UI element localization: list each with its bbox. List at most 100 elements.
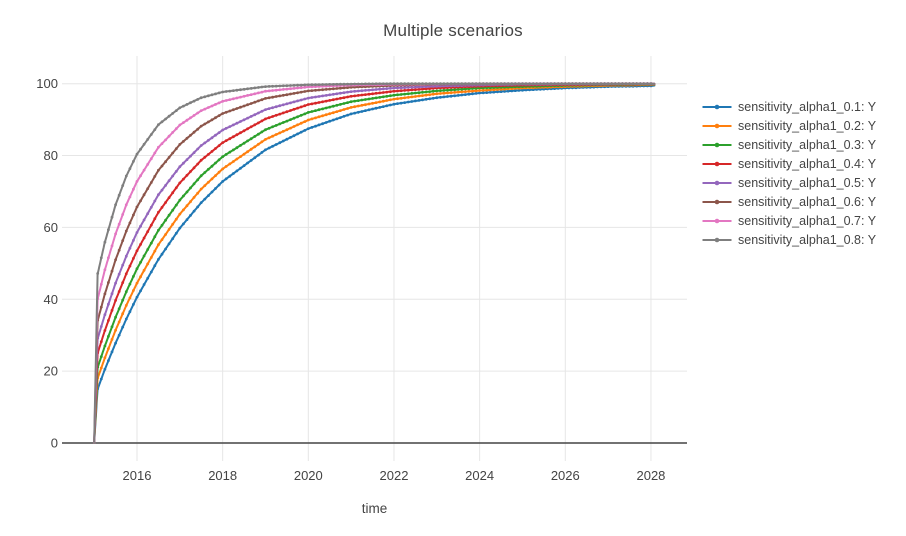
series-marker — [221, 180, 225, 183]
series-marker — [353, 89, 357, 93]
series-marker — [182, 222, 185, 226]
series-line-7[interactable] — [93, 82, 656, 444]
series-marker — [488, 90, 492, 94]
series-line-4[interactable] — [93, 83, 656, 444]
series-line-5[interactable] — [93, 82, 656, 444]
series-marker — [431, 89, 435, 93]
series-marker — [371, 92, 374, 96]
series-marker — [196, 205, 200, 209]
series-marker — [328, 87, 332, 91]
series-marker — [135, 180, 139, 183]
series-marker — [403, 82, 407, 86]
legend-item-5[interactable]: sensitivity_alpha1_0.5: Y — [702, 174, 876, 193]
series-marker — [299, 83, 303, 87]
legend-item-4[interactable]: sensitivity_alpha1_0.4: Y — [702, 155, 876, 174]
series-marker — [235, 169, 239, 173]
series-marker — [214, 147, 217, 150]
series-marker — [328, 83, 332, 86]
series-marker — [199, 174, 203, 178]
series-marker — [167, 134, 171, 138]
series-marker — [139, 275, 143, 279]
series-marker — [392, 86, 396, 90]
series-marker — [467, 82, 471, 86]
series-marker — [114, 341, 117, 345]
series-marker — [392, 93, 396, 97]
series-marker — [449, 82, 453, 86]
series-line-6[interactable] — [93, 82, 656, 444]
series-marker — [103, 356, 107, 360]
series-marker — [310, 83, 314, 87]
series-marker — [157, 258, 160, 261]
legend-line-icon — [702, 237, 732, 242]
series-marker — [278, 88, 282, 92]
series-marker — [296, 123, 299, 127]
series-marker — [292, 125, 296, 128]
legend-item-8[interactable]: sensitivity_alpha1_0.8: Y — [702, 230, 876, 249]
y-tick-label: 40 — [44, 292, 58, 307]
series-marker — [321, 100, 324, 104]
series-marker — [414, 85, 417, 89]
series-marker — [439, 92, 442, 95]
series-marker — [253, 100, 257, 104]
series-marker — [342, 114, 346, 118]
series-marker — [260, 85, 264, 89]
series-marker — [403, 89, 407, 92]
series-marker — [196, 127, 200, 131]
series-marker — [314, 124, 317, 128]
series-marker — [160, 164, 164, 168]
legend-item-3[interactable]: sensitivity_alpha1_0.3: Y — [702, 136, 876, 155]
series-line-8[interactable] — [93, 82, 656, 444]
legend-item-1[interactable]: sensitivity_alpha1_0.1: Y — [702, 98, 876, 117]
series-marker — [160, 120, 164, 124]
series-marker — [421, 85, 424, 89]
legend-item-7[interactable]: sensitivity_alpha1_0.7: Y — [702, 211, 876, 230]
series-marker — [221, 112, 225, 115]
series-marker — [499, 90, 503, 93]
series-marker — [478, 89, 481, 92]
legend-item-6[interactable]: sensitivity_alpha1_0.6: Y — [702, 192, 876, 211]
series-marker — [242, 152, 246, 156]
series-marker — [139, 199, 143, 203]
series-marker — [232, 89, 235, 92]
series-marker — [257, 132, 260, 136]
series-marker — [117, 272, 121, 276]
series-marker — [228, 162, 232, 166]
series-line-2[interactable] — [93, 83, 656, 444]
series-marker — [124, 304, 128, 307]
series-marker — [306, 103, 310, 106]
series-marker — [224, 110, 228, 114]
series-marker — [117, 193, 121, 197]
series-marker — [356, 99, 360, 102]
series-marker — [292, 84, 296, 87]
series-marker — [110, 292, 114, 296]
series-marker — [110, 350, 114, 354]
series-marker — [281, 93, 285, 97]
series-marker — [299, 121, 303, 125]
series-marker — [285, 84, 289, 88]
series-marker — [406, 88, 410, 92]
series-marker — [414, 95, 417, 98]
legend-label: sensitivity_alpha1_0.1: Y — [738, 100, 877, 115]
series-line-3[interactable] — [93, 83, 656, 444]
series-marker — [278, 104, 282, 108]
series-marker — [360, 93, 364, 97]
series-marker — [410, 85, 414, 89]
series-marker — [453, 88, 457, 92]
series-marker — [160, 188, 164, 192]
series-marker — [299, 130, 303, 134]
series-marker — [142, 168, 146, 172]
series-marker — [107, 302, 110, 306]
series-marker — [164, 201, 168, 204]
series-line-1[interactable] — [93, 84, 656, 444]
series-marker — [503, 82, 506, 86]
series-marker — [417, 91, 421, 95]
series-marker — [314, 83, 317, 87]
series-marker — [406, 92, 410, 96]
series-marker — [306, 96, 310, 100]
series-marker — [349, 100, 353, 104]
series-marker — [160, 142, 164, 146]
legend-item-2[interactable]: sensitivity_alpha1_0.2: Y — [702, 117, 876, 136]
y-tick-label: 20 — [44, 364, 58, 379]
series-marker — [99, 282, 103, 286]
